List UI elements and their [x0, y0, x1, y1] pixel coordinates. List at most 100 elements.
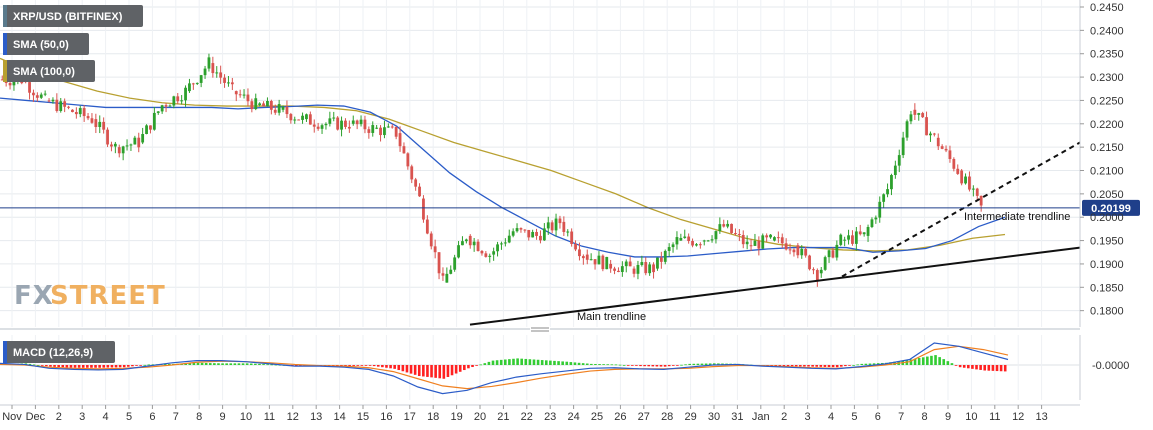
macd-bar: [950, 363, 954, 365]
x-tick-label: 28: [661, 411, 673, 423]
x-tick-label: 15: [357, 411, 369, 423]
candle-body: [858, 231, 862, 235]
macd-bar: [258, 363, 261, 365]
candle-body: [929, 133, 932, 136]
candle-body: [971, 188, 975, 190]
fxstreet-watermark: FX STREET: [14, 281, 165, 311]
candle-body: [854, 231, 858, 244]
legend-item-sma100[interactable]: SMA (100,0): [3, 60, 95, 82]
candle-body: [0, 79, 4, 81]
candle-body: [523, 229, 527, 231]
macd-grid: [0, 335, 1081, 400]
legend-item-pair[interactable]: XRP/USD (BITFINEX): [3, 5, 143, 27]
macd-bar: [225, 363, 228, 365]
candle-body: [831, 250, 835, 258]
candle-body: [593, 259, 597, 265]
macd-bar: [254, 363, 257, 365]
macd-bar: [626, 365, 630, 366]
candle-body: [827, 250, 831, 258]
x-tick-label: 5: [126, 411, 132, 423]
candle-body: [788, 249, 792, 251]
macd-bar: [122, 365, 126, 368]
macd-bar: [889, 362, 892, 365]
candle-body: [897, 155, 901, 166]
macd-bar: [614, 364, 618, 366]
candle-body: [663, 250, 667, 262]
x-tick-label: 11: [264, 411, 275, 423]
x-tick-label: 12: [1012, 411, 1024, 423]
candle-body: [542, 228, 546, 241]
macd-bar: [954, 365, 958, 366]
x-tick-label: 29: [684, 411, 696, 423]
candle-body: [266, 101, 269, 107]
candle-body: [152, 112, 156, 130]
macd-bar: [815, 365, 819, 367]
macd-bar: [274, 364, 278, 366]
x-tick-label: 9: [220, 411, 226, 423]
macd-bar: [831, 365, 835, 368]
price-axis: 0.2450 0.2400 0.2350 0.2300 0.2250 0.2200 0.21…: [1079, 0, 1124, 327]
macd-bar: [237, 363, 241, 365]
macd-bar: [971, 365, 974, 369]
macd-bar: [663, 365, 667, 367]
macd-bar: [417, 365, 421, 376]
x-tick-label: 13: [1035, 411, 1047, 423]
macd-bar: [262, 364, 265, 365]
candle-body: [347, 126, 351, 129]
candle-body: [238, 94, 242, 96]
macd-bar: [446, 365, 450, 378]
panel-resize-handle[interactable]: [530, 326, 550, 333]
candle-body: [472, 241, 476, 246]
y-tick-label: 0.2200: [1090, 119, 1124, 131]
y-tick-label: 0.2050: [1090, 189, 1124, 201]
x-tick-label: 18: [427, 411, 439, 423]
candle-body: [328, 118, 332, 124]
candle-body: [414, 179, 418, 187]
macd-histogram: [0, 355, 1007, 379]
legend-macd[interactable]: MACD (12,26,9): [3, 341, 115, 363]
macd-line: [0, 342, 1009, 395]
candle-body: [386, 126, 390, 128]
candle-body: [698, 244, 702, 246]
macd-bar: [168, 363, 171, 365]
macd-bar: [585, 363, 589, 365]
macd-bar: [946, 361, 950, 365]
candle-body: [98, 121, 102, 128]
macd-bar: [127, 365, 130, 367]
candle-body: [262, 103, 265, 107]
candle-body: [316, 126, 320, 129]
candle-body: [211, 63, 215, 74]
macd-bar: [848, 365, 851, 366]
candle-body: [437, 252, 441, 274]
macd-bar: [405, 365, 409, 373]
macd-bar: [45, 365, 48, 367]
candle-body: [234, 91, 238, 95]
macd-bar: [667, 365, 671, 367]
legend-item-sma50[interactable]: SMA (50,0): [3, 33, 89, 55]
candle-body: [254, 98, 258, 110]
candle-body: [718, 224, 722, 232]
macd-bar: [135, 365, 138, 366]
candle-body: [796, 245, 800, 256]
candle-body: [550, 222, 554, 231]
x-tick-label: 17: [404, 411, 416, 423]
legend-pair-label: XRP/USD (BITFINEX): [13, 11, 123, 23]
candle-body: [734, 233, 737, 235]
candle-body: [441, 273, 445, 276]
macd-bar: [819, 365, 823, 367]
x-tick-label: 6: [875, 411, 881, 423]
candle-body: [74, 112, 78, 115]
candle-body: [624, 261, 628, 267]
macd-bar: [512, 358, 515, 365]
macd-bar: [557, 361, 560, 365]
candle-body: [527, 229, 531, 238]
macd-bar: [229, 363, 233, 365]
macd-bar: [147, 364, 151, 366]
candle-body: [812, 269, 815, 271]
x-tick-label: 4: [828, 411, 834, 423]
candle-body: [659, 257, 663, 262]
macd-bar: [471, 365, 474, 368]
macd-bar: [381, 365, 384, 368]
candle-body: [106, 129, 109, 145]
